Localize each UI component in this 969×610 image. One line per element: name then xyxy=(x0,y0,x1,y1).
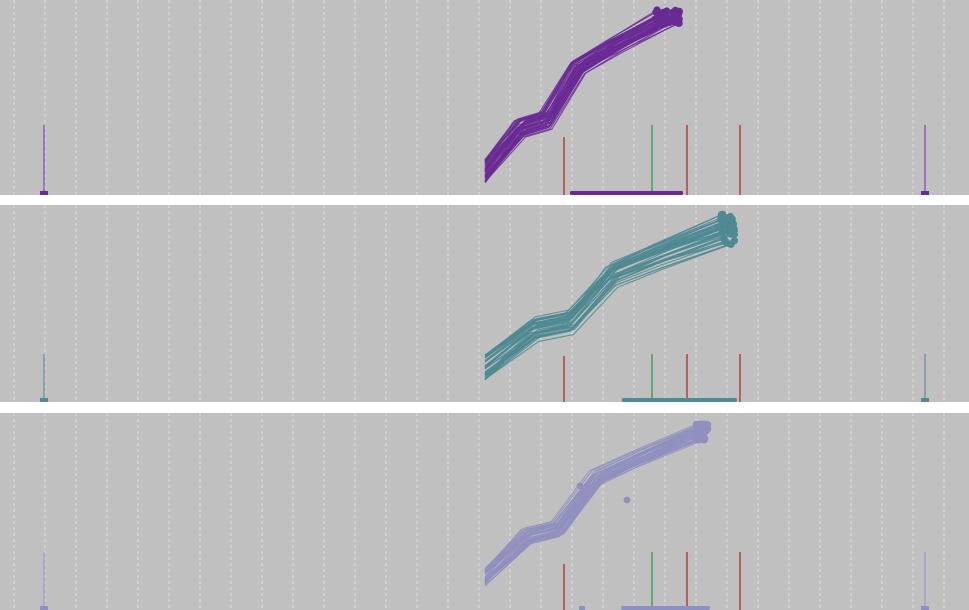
series-line xyxy=(484,233,735,374)
series-line xyxy=(484,12,678,161)
side-marker-base xyxy=(921,606,929,610)
range-bar xyxy=(621,606,710,610)
series-line xyxy=(484,240,726,363)
series-end-point xyxy=(717,210,726,219)
series-line xyxy=(484,232,723,375)
chart-panel-bottom xyxy=(0,413,969,610)
series-bundle xyxy=(484,6,684,184)
series-end-point xyxy=(699,430,707,438)
series-end-point xyxy=(718,223,726,231)
range-bar xyxy=(622,398,737,402)
series-line xyxy=(484,10,667,162)
small-mark xyxy=(579,606,585,610)
series-line xyxy=(484,430,697,575)
side-marker-base xyxy=(40,398,48,402)
series-line xyxy=(484,424,706,580)
series-line xyxy=(484,227,734,380)
series-line xyxy=(484,426,698,578)
plot-background xyxy=(0,413,969,610)
series-line xyxy=(484,214,722,380)
series-line xyxy=(484,22,680,171)
series-line xyxy=(484,21,663,177)
series-line xyxy=(484,11,657,171)
plot-background xyxy=(0,205,969,402)
outlier-point xyxy=(576,482,584,490)
series-end-point xyxy=(693,423,701,431)
series-end-point xyxy=(663,7,671,15)
series-line xyxy=(484,423,704,572)
series-line xyxy=(484,427,708,587)
series-end-point xyxy=(699,424,707,433)
series-line xyxy=(484,423,701,570)
series-line xyxy=(484,219,728,363)
series-line xyxy=(484,428,704,583)
side-marker-base xyxy=(921,398,929,402)
side-marker-base xyxy=(921,191,929,195)
series-end-point xyxy=(673,9,681,17)
side-marker-base xyxy=(40,191,48,195)
series-end-point xyxy=(652,8,660,16)
outlier-point xyxy=(623,496,631,504)
series-bundle xyxy=(484,210,739,381)
series-end-point xyxy=(729,224,738,232)
series-end-point xyxy=(723,216,732,224)
series-line xyxy=(484,14,675,175)
series-line xyxy=(484,229,731,358)
series-line xyxy=(484,243,732,380)
range-bar xyxy=(570,191,683,195)
plot-background xyxy=(0,0,969,195)
series-end-point xyxy=(675,19,683,27)
side-marker-base xyxy=(40,606,48,610)
chart-panel-top xyxy=(0,0,969,195)
chart-panel-middle xyxy=(0,205,969,402)
series-bundle xyxy=(484,420,712,587)
series-end-point xyxy=(721,237,730,245)
series-line xyxy=(484,13,679,178)
